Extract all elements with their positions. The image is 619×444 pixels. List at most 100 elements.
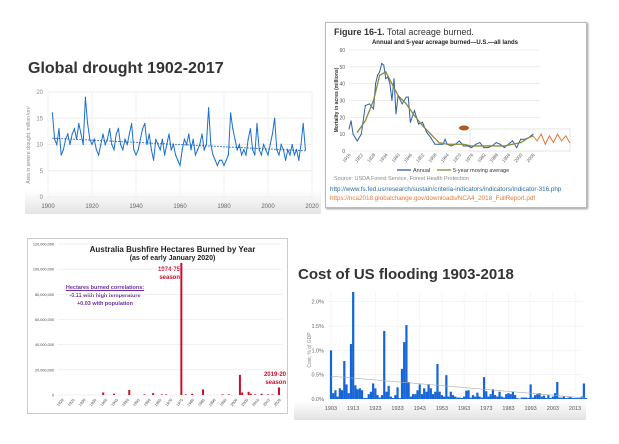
data-point xyxy=(471,147,473,149)
data-point xyxy=(304,149,306,151)
bar xyxy=(531,397,534,399)
data-point xyxy=(352,133,354,135)
data-point xyxy=(80,133,82,135)
bar xyxy=(113,393,116,395)
data-point xyxy=(115,133,117,135)
data-point xyxy=(186,143,188,146)
data-point xyxy=(438,142,440,144)
recent-label: 2019-20 xyxy=(263,372,286,378)
x-tick-label: 1964 xyxy=(440,152,451,163)
data-point xyxy=(360,133,362,135)
bar xyxy=(400,368,404,399)
bar xyxy=(576,398,579,399)
data-point xyxy=(289,154,291,156)
bar xyxy=(569,396,572,399)
data-point xyxy=(122,149,124,151)
series-line-1 xyxy=(356,70,534,147)
bar xyxy=(191,393,194,395)
data-point xyxy=(230,112,232,114)
bar xyxy=(567,397,570,399)
usda-link[interactable]: http://www.fs.fed.us/research/sustain/cr… xyxy=(330,186,562,193)
data-point xyxy=(111,143,113,146)
data-point xyxy=(565,135,567,137)
bar xyxy=(565,398,568,399)
bar xyxy=(340,390,344,399)
data-point xyxy=(104,143,106,146)
correlation-temperature: -0.11 with high temperature xyxy=(69,293,141,299)
data-point xyxy=(393,78,395,80)
bar xyxy=(476,392,479,399)
bar xyxy=(416,390,419,399)
data-point xyxy=(153,159,155,161)
trend-line xyxy=(52,137,306,152)
data-point xyxy=(161,138,163,140)
bar xyxy=(462,396,466,399)
data-point xyxy=(293,154,295,156)
x-tick-label: 2000 xyxy=(230,398,238,407)
data-point xyxy=(210,143,212,146)
y-tick-label: 20 xyxy=(339,115,345,121)
bar xyxy=(247,391,250,395)
data-point xyxy=(135,154,137,156)
bar xyxy=(369,391,373,399)
data-point xyxy=(520,138,522,140)
y-tick-label: 40,000,000 xyxy=(35,343,54,347)
y-tick-label: 40 xyxy=(339,82,345,88)
bar xyxy=(434,391,437,399)
x-tick-label: 1965 xyxy=(154,398,162,407)
data-point xyxy=(54,138,56,140)
data-point xyxy=(245,154,247,156)
data-point xyxy=(265,149,267,151)
bar xyxy=(529,384,532,399)
x-tick-label: 2020 xyxy=(273,398,281,407)
bar xyxy=(460,398,463,399)
bar xyxy=(360,390,364,399)
y-tick-label: 100,000,000 xyxy=(33,268,54,272)
bar xyxy=(502,397,506,399)
bar xyxy=(385,391,388,399)
x-tick-label: 2020 xyxy=(305,204,319,210)
bar xyxy=(545,398,548,399)
bar xyxy=(487,396,490,399)
bar xyxy=(573,398,577,399)
bar xyxy=(429,388,432,399)
data-point xyxy=(356,140,358,142)
data-point xyxy=(385,71,387,73)
data-point xyxy=(540,133,542,135)
data-point xyxy=(190,149,192,151)
data-point xyxy=(201,133,203,135)
bar xyxy=(511,391,514,399)
data-point xyxy=(69,143,71,146)
data-point xyxy=(407,96,409,98)
data-point xyxy=(434,143,436,145)
data-point xyxy=(181,149,183,151)
y-tick-label: 10 xyxy=(36,143,43,149)
data-point xyxy=(271,133,273,135)
bar xyxy=(405,325,408,399)
x-tick-label: 1940 xyxy=(129,204,143,210)
bar xyxy=(271,394,274,395)
x-tick-label: 1934 xyxy=(378,152,389,163)
data-point xyxy=(471,145,473,147)
australia-subtitle: (as of early January 2020) xyxy=(129,255,216,262)
bar xyxy=(165,394,168,395)
bar xyxy=(489,394,492,399)
nca-link[interactable]: https://nca2018.globalchange.gov/downloa… xyxy=(330,195,536,202)
data-point xyxy=(503,145,505,147)
data-point xyxy=(236,149,238,151)
bar xyxy=(336,396,339,399)
x-tick-label: 1913 xyxy=(347,406,359,412)
data-point xyxy=(532,133,534,135)
x-tick-label: 1988 xyxy=(489,152,500,163)
bar xyxy=(202,389,205,395)
data-point xyxy=(462,145,464,147)
data-point xyxy=(552,142,554,144)
bar xyxy=(467,390,470,399)
bar xyxy=(498,391,501,399)
y-tick-label: 60,000,000 xyxy=(35,318,54,322)
y-tick-label: 50 xyxy=(339,65,345,71)
data-point xyxy=(78,122,80,125)
bar xyxy=(345,384,348,399)
bar xyxy=(241,392,244,395)
bar xyxy=(389,396,392,399)
